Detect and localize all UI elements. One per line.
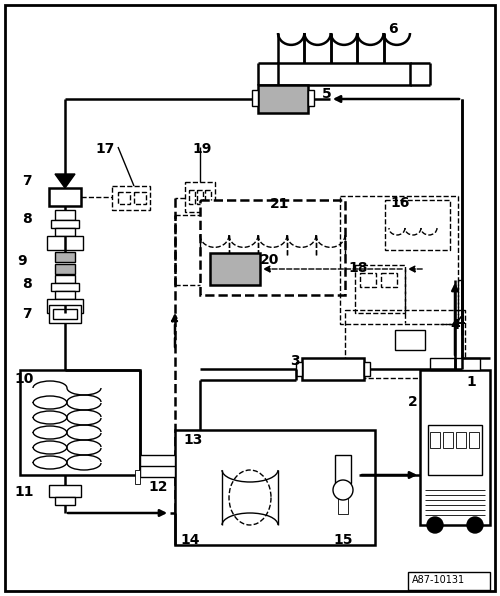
Text: 12: 12 [148,480,168,494]
Text: 4: 4 [450,318,460,332]
Bar [51,220,79,228]
Text: 15: 15 [333,533,352,547]
Bar [197,190,203,204]
Bar [49,485,81,497]
Circle shape [427,517,443,533]
Bar [53,309,77,319]
Bar [258,85,308,113]
Text: 3: 3 [290,354,300,368]
Bar [134,192,146,204]
Bar [55,210,75,220]
Bar [338,498,348,514]
Bar [308,90,314,106]
Bar [205,190,211,204]
Bar [360,273,376,287]
Bar [47,299,83,313]
Bar [20,370,140,475]
Text: A87-10131: A87-10131 [412,575,465,585]
Text: 8: 8 [22,277,32,291]
Bar [395,330,425,350]
Bar [200,200,345,295]
Text: 9: 9 [17,254,26,268]
Bar [49,188,81,206]
Bar [345,310,465,378]
Bar [302,358,364,380]
Text: 1: 1 [466,375,476,389]
Bar [210,253,260,285]
Bar [408,572,490,590]
Bar [51,283,79,291]
Text: 18: 18 [348,261,368,275]
Text: 20: 20 [260,253,280,267]
Polygon shape [55,174,75,188]
Bar [335,455,351,483]
Text: 4: 4 [455,315,465,329]
Bar [140,455,175,477]
Text: 7: 7 [22,174,32,188]
Bar [381,273,397,287]
Text: 14: 14 [180,533,200,547]
Bar [112,186,150,210]
Bar [49,305,81,323]
Bar [55,497,75,505]
Circle shape [467,517,483,533]
Bar [296,362,302,376]
Bar [355,265,405,313]
Bar [364,362,370,376]
Bar [175,430,375,545]
Bar [430,432,440,448]
Bar [189,190,195,204]
Text: 16: 16 [390,196,409,210]
Ellipse shape [126,460,140,472]
Bar [55,252,75,262]
Bar [430,358,480,370]
Text: 7: 7 [22,307,32,321]
Ellipse shape [430,334,446,346]
Bar [385,200,450,250]
Bar [340,196,458,324]
Text: 5: 5 [322,87,332,101]
Bar [55,275,75,283]
Circle shape [333,480,353,500]
Bar [135,470,140,484]
Bar [456,432,466,448]
Bar [55,291,75,299]
Text: 19: 19 [192,142,212,156]
Bar [47,236,83,250]
Bar [428,425,482,475]
Text: 11: 11 [14,485,34,499]
Text: 6: 6 [388,22,398,36]
Bar [469,432,479,448]
Text: 17: 17 [95,142,114,156]
Bar [420,370,490,525]
Text: 21: 21 [270,197,289,211]
Text: 8: 8 [22,212,32,226]
Bar [118,192,130,204]
Bar [278,63,410,85]
Text: 10: 10 [14,372,34,386]
Bar [55,264,75,274]
Text: 2: 2 [408,395,418,409]
Bar [55,228,75,236]
Text: 13: 13 [183,433,203,447]
Bar [443,432,453,448]
Bar [252,90,258,106]
Bar [185,182,215,212]
